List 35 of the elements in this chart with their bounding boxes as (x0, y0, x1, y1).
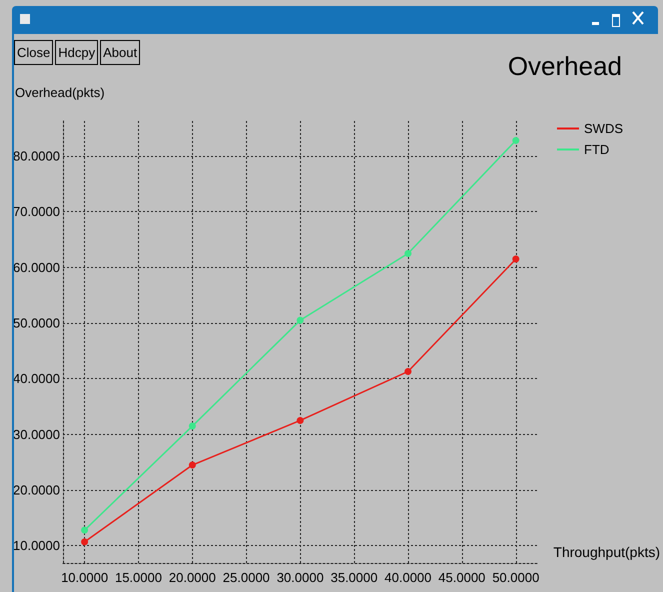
x-tick-label: 25.0000 (222, 570, 270, 585)
x-tick-label: 50.0000 (492, 570, 540, 585)
text: Close (14, 40, 54, 65)
point (512, 256, 520, 263)
chart-title: Overhead (508, 51, 622, 81)
point (512, 136, 520, 144)
x-tick-label: 40.0000 (384, 570, 432, 585)
y-axis-title: Overhead(pkts) (15, 85, 105, 100)
point (296, 316, 304, 324)
x-tick-label: 15.0000 (114, 570, 162, 585)
point (188, 422, 196, 430)
x-axis-title: Throughput(pkts) (553, 544, 660, 560)
y-tick-label: 60.0000 (13, 260, 60, 275)
text: About (100, 40, 140, 65)
point (81, 538, 88, 546)
x-tick-label: 45.0000 (438, 570, 486, 585)
point (296, 416, 304, 424)
x-tick-label: 10.0000 (61, 570, 108, 585)
x-tick-label: 20.0000 (168, 570, 216, 585)
y-tick-label: 20.0000 (13, 482, 60, 498)
y-tick-label: 80.0000 (13, 148, 60, 164)
text: Hdcpy (55, 40, 98, 65)
point (404, 250, 412, 257)
legend-label: SWDS (584, 121, 624, 136)
y-tick-label: 70.0000 (13, 204, 60, 220)
y-tick-label: 10.0000 (13, 538, 60, 554)
legend-label: FTD (584, 142, 610, 157)
point (81, 526, 88, 534)
point (188, 462, 196, 469)
point (404, 368, 412, 375)
y-tick-label: 40.0000 (13, 371, 60, 386)
y-tick-label: 50.0000 (13, 316, 60, 331)
y-tick-label: 30.0000 (13, 426, 60, 442)
x-tick-label: 35.0000 (330, 570, 378, 585)
x-tick-label: 30.0000 (276, 570, 324, 585)
